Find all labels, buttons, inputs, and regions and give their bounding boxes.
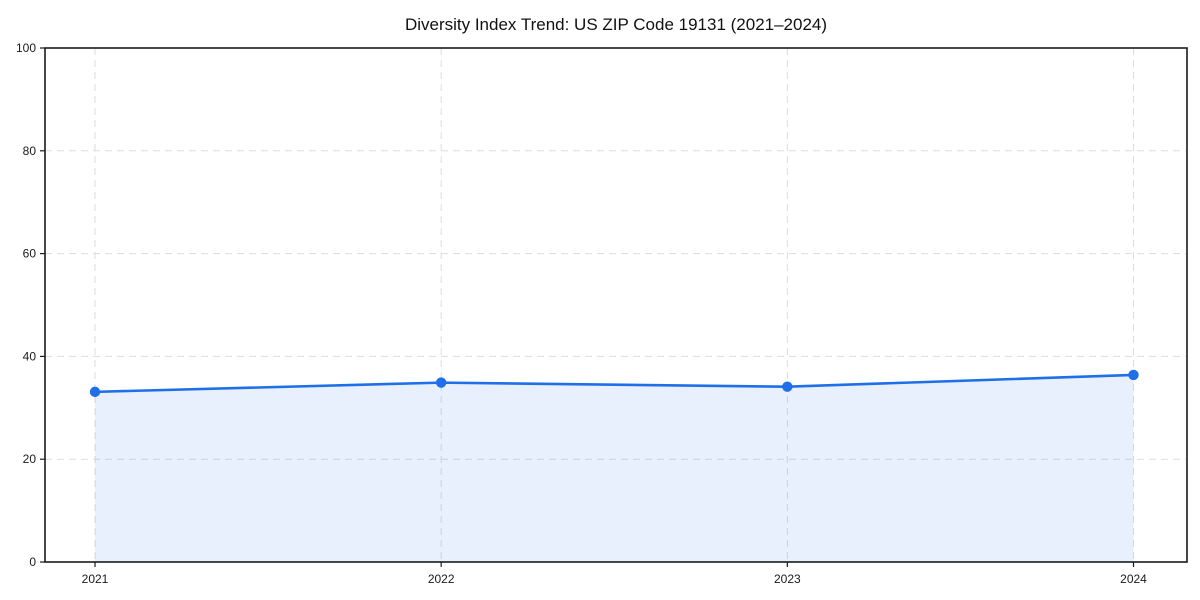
trend-line: [93, 373, 1135, 394]
data-point-2024: [1128, 369, 1139, 381]
data-point-2022: [435, 377, 447, 388]
plot-border: [44, 47, 1188, 563]
x-tick-label-2022: 2022: [428, 572, 455, 586]
y-tick-label-40: 40: [23, 349, 37, 363]
x-tick-label-2021: 2021: [82, 572, 109, 586]
x-tick-label-2024: 2024: [1120, 572, 1147, 586]
plot-area: 0 20 40 60 80 100 2021 2022 2023 2024: [16, 41, 1188, 586]
data-point-2023: [782, 381, 793, 392]
x-tick-label-2023: 2023: [774, 572, 801, 586]
y-tick-label-60: 60: [23, 247, 37, 261]
area-fill: [95, 374, 1134, 562]
chart-title: Diversity Index Trend: US ZIP Code 19131…: [405, 15, 827, 34]
data-point-2021: [89, 386, 101, 398]
y-tick-label-0: 0: [29, 555, 36, 569]
y-tick-label-80: 80: [23, 144, 37, 158]
y-tick-label-20: 20: [23, 452, 37, 466]
y-tick-label-100: 100: [16, 41, 36, 55]
